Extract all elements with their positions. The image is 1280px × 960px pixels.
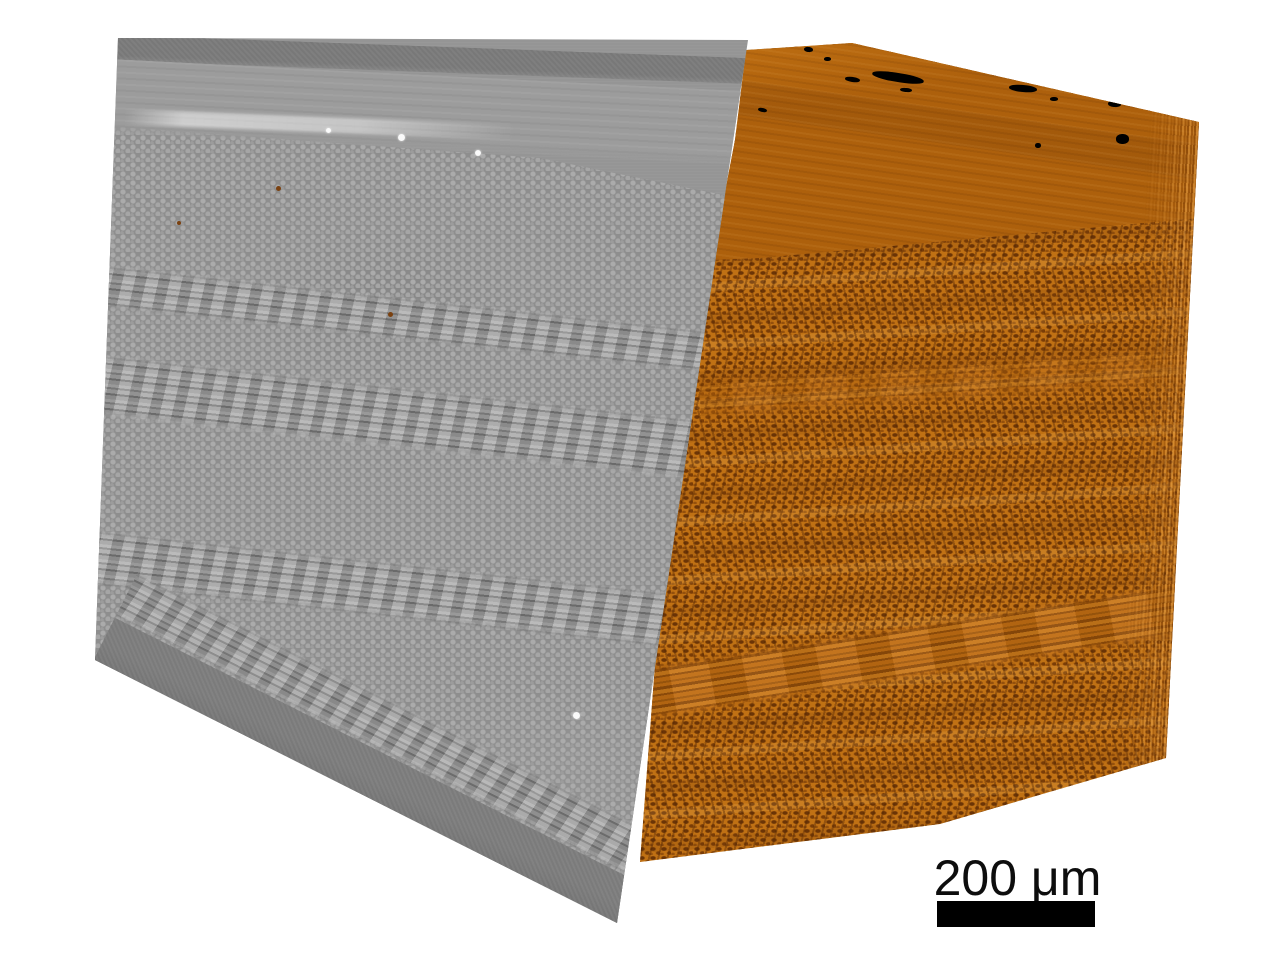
void-speck bbox=[844, 75, 861, 84]
bright-speck bbox=[475, 150, 481, 156]
debris-speck bbox=[388, 312, 393, 317]
debris-speck bbox=[276, 186, 281, 191]
void-speck bbox=[1008, 83, 1038, 94]
scale-bar-rect bbox=[937, 901, 1095, 927]
void-speck bbox=[1050, 97, 1058, 101]
void-speck bbox=[803, 46, 814, 53]
bright-speck bbox=[326, 128, 331, 133]
void-speck bbox=[1035, 143, 1041, 148]
void-speck bbox=[1107, 100, 1122, 108]
void-speck bbox=[1116, 134, 1129, 144]
void-speck bbox=[955, 63, 962, 67]
void-speck bbox=[757, 107, 768, 113]
bright-speck bbox=[398, 134, 405, 141]
void-speck bbox=[824, 57, 831, 61]
scale-bar-label: 200 μm bbox=[933, 850, 1102, 906]
debris-speck bbox=[177, 221, 181, 225]
bright-speck bbox=[573, 712, 580, 719]
void-speck bbox=[899, 87, 913, 93]
void-speck bbox=[871, 68, 925, 87]
